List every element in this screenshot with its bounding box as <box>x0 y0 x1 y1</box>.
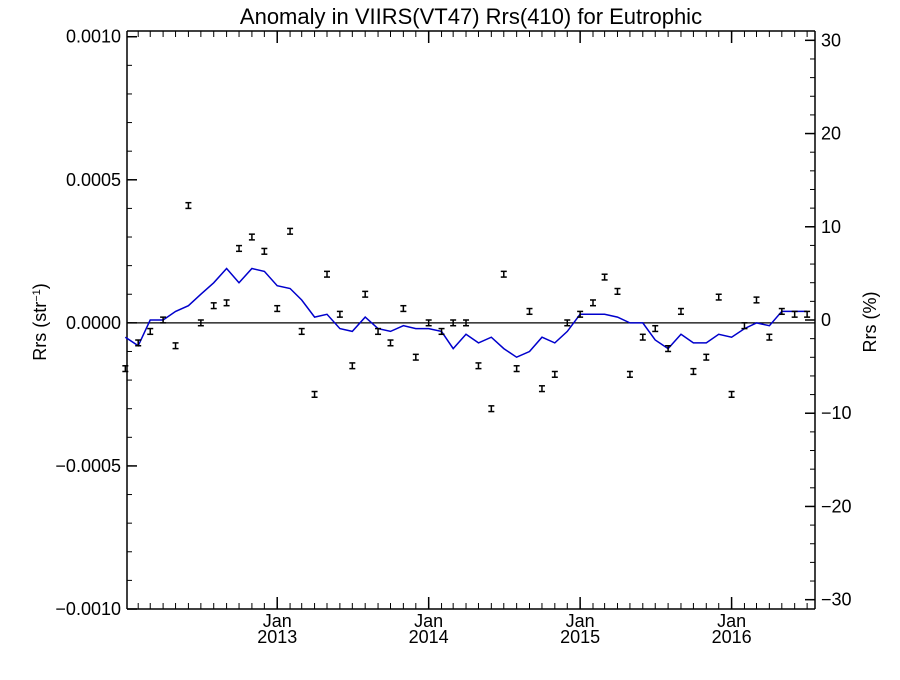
right-tick-label: −10 <box>821 403 852 423</box>
anomaly-point <box>665 345 672 353</box>
right-axis-ticks: 30 20 10 0 −10 −20 −30 <box>805 30 852 610</box>
anomaly-point <box>412 353 419 361</box>
x-tick-label-month: Jan <box>566 611 595 631</box>
right-tick-label: 10 <box>821 217 841 237</box>
anomaly-point <box>450 319 457 327</box>
left-tick-label: 0.0000 <box>66 313 121 333</box>
anomaly-point <box>690 367 697 376</box>
anomaly-point <box>210 302 217 310</box>
anomaly-point <box>135 339 142 347</box>
y-axis-label-right: Rrs (%) <box>860 292 880 353</box>
anomaly-point <box>488 405 495 413</box>
trend-line-path <box>124 267 808 359</box>
anomaly-point <box>287 227 294 235</box>
x-tick-label-year: 2014 <box>409 627 449 647</box>
x-tick-label-month: Jan <box>263 611 292 631</box>
anomaly-point <box>741 322 748 330</box>
anomaly-point <box>626 370 633 378</box>
anomaly-point <box>526 307 533 316</box>
anomaly-point <box>715 293 722 301</box>
anomaly-point <box>400 304 407 313</box>
x-tick-label-month: Jan <box>717 611 746 631</box>
anomaly-point <box>223 299 230 307</box>
left-tick-label: 0.0010 <box>66 27 121 47</box>
anomaly-point <box>601 273 608 281</box>
anomaly-point <box>311 390 318 399</box>
anomaly-point <box>551 370 558 378</box>
anomaly-point <box>652 324 659 333</box>
anomaly-point <box>577 310 584 318</box>
left-tick-label: −0.0005 <box>55 456 121 476</box>
anomaly-point <box>336 310 343 318</box>
anomaly-point <box>160 316 167 324</box>
anomaly-points-series <box>122 201 811 413</box>
anomaly-point <box>248 233 255 241</box>
anomaly-point <box>639 333 646 341</box>
anomaly-point <box>185 201 192 210</box>
anomaly-point <box>677 307 684 316</box>
anomaly-point <box>261 247 268 255</box>
anomaly-point <box>538 385 545 393</box>
anomaly-point <box>513 365 520 373</box>
anomaly-point <box>122 365 129 373</box>
right-tick-label: 0 <box>821 310 831 330</box>
anomaly-point <box>728 390 735 399</box>
x-tick-label-year: 2016 <box>712 627 752 647</box>
chart-title: Anomaly in VIIRS(VT47) Rrs(410) for Eutr… <box>240 4 702 29</box>
anomaly-point <box>349 362 356 370</box>
anomaly-point <box>197 319 204 327</box>
right-tick-label: −20 <box>821 496 852 516</box>
anomaly-point <box>614 287 621 295</box>
anomaly-point <box>475 362 482 370</box>
plot-frame <box>126 30 816 610</box>
anomaly-point <box>564 319 571 327</box>
anomaly-point <box>324 270 331 278</box>
anomaly-point <box>425 319 432 327</box>
y-axis-label-left-base: Rrs (str <box>30 302 50 361</box>
x-tick-label-year: 2015 <box>560 627 600 647</box>
y-axis-label-left-superscript: −1 <box>31 289 43 302</box>
anomaly-point <box>791 310 798 318</box>
anomaly-point <box>778 307 785 316</box>
anomaly-point <box>753 296 760 304</box>
anomaly-point <box>236 244 243 253</box>
left-axis-ticks: 0.0010 0.0005 0.0000 −0.0005 −0.0010 <box>55 27 137 619</box>
y-axis-label-left: Rrs (str−1) <box>30 283 50 361</box>
left-tick-label: −0.0010 <box>55 599 121 619</box>
right-tick-label: 30 <box>821 30 841 50</box>
x-tick-label-month: Jan <box>414 611 443 631</box>
anomaly-point <box>500 270 507 278</box>
anomaly-point <box>804 310 811 318</box>
anomaly-point <box>274 304 281 313</box>
anomaly-point <box>387 339 394 347</box>
anomaly-point <box>362 290 369 298</box>
y-axis-label-left-close: ) <box>30 283 50 289</box>
anomaly-point <box>703 353 710 361</box>
anomaly-point <box>438 327 445 336</box>
anomaly-point <box>172 342 179 350</box>
x-tick-label-year: 2013 <box>257 627 297 647</box>
trend-line-series <box>124 267 808 359</box>
right-tick-label: −30 <box>821 590 852 610</box>
left-tick-label: 0.0005 <box>66 170 121 190</box>
anomaly-point <box>375 327 382 336</box>
right-tick-label: 20 <box>821 124 841 144</box>
anomaly-point <box>463 319 470 327</box>
anomaly-point <box>298 327 305 336</box>
anomaly-point <box>147 327 154 336</box>
anomaly-point <box>766 333 773 341</box>
anomaly-point <box>589 299 596 307</box>
